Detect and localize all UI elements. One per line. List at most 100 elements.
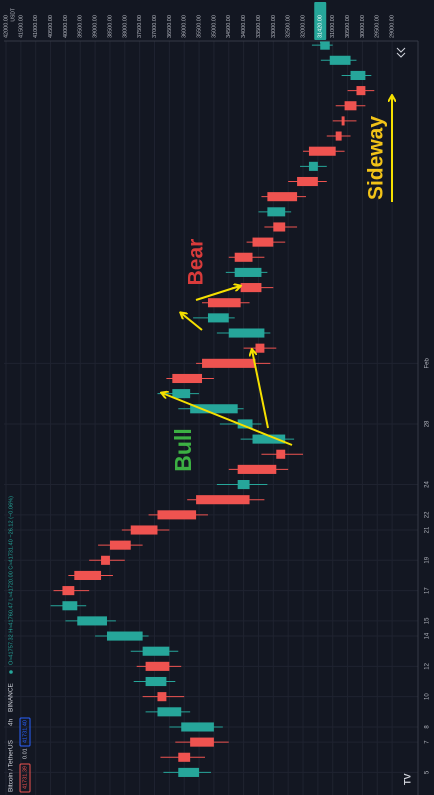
price-tick-label: 36000.00 [182,15,188,38]
last-price-tag [314,2,327,40]
candle-body [237,419,253,429]
candle-body [308,161,318,171]
candle-body [297,176,318,187]
price-tick-label: 38500.00 [107,15,113,38]
time-tick-label: 19 [425,556,431,563]
candle-body [181,722,214,732]
candle-body [341,116,345,126]
candle-body [142,646,170,656]
candle-body [62,586,75,596]
price-tick-label: 41500.00 [18,15,24,38]
price-tick-label: 30000.00 [360,15,366,38]
time-tick-label: Feb [425,358,431,369]
annotation: Sideway [365,116,388,200]
arrow [181,313,203,331]
price-tick-label: 32000.00 [300,15,306,38]
logo: TV [402,773,412,785]
time-tick-label: 22 [425,511,431,518]
candle-body [234,252,253,262]
candle-body [276,449,286,459]
candles: 31420.00 [50,2,375,777]
candle-body [106,631,143,641]
price-tick-label: 31000.00 [330,15,336,38]
candle-body [157,510,197,520]
spread-label: 0.01 [22,748,28,759]
candle-body [356,86,366,96]
candle-body [252,237,274,247]
price-tick-label: 33000.00 [271,15,277,38]
candle-body [240,283,262,293]
candle-body [109,540,131,550]
candle-body [344,101,357,111]
arrow [195,286,240,301]
ask-box [19,717,31,747]
time-tick-label: 15 [425,617,431,624]
price-tick-label: 40500.00 [48,15,54,38]
header: Bitcoin / TetherUS 4h BINANCE O≈41757.32 H≈… [8,496,31,793]
candle-body [190,404,238,414]
annotation: Bull [170,428,196,471]
last-price-label: 31420.00 [318,15,324,38]
price-tick-label: 38000.00 [122,15,128,38]
candle-body [202,358,256,368]
bid-box [19,763,31,793]
price-tick-label: 32500.00 [286,15,292,38]
candle-body [237,480,250,490]
price-tick-label: 39000.00 [93,15,99,38]
price-tick-label: 40000.00 [63,15,69,38]
annotation-arrows [162,96,392,446]
candle-body [267,207,286,217]
candle-body [190,737,214,747]
candle-body [267,192,298,202]
candle-body [252,434,286,444]
interval: 4h [8,718,15,726]
price-tick-label: 35000.00 [211,15,217,38]
candle-body [145,676,167,687]
price-tick-label: 37500.00 [137,15,143,38]
price-tick-label: 29000.00 [390,15,396,38]
time-tick-label: 7 [425,740,431,744]
candle-body [273,222,286,232]
ohlc-legend: O≈41757.32 H≈41760.47 L≈41720.00 C≈41731… [8,496,14,665]
candle-body [77,616,107,626]
price-tick-label: 34000.00 [241,15,247,38]
candle-body [178,752,191,762]
candle-body [207,298,241,308]
price-tick-label: 39500.00 [78,15,84,38]
annotations: Bull Bear Sideway [170,116,387,472]
candle-body [329,55,351,65]
candle-body [62,601,78,611]
price-tick-label: 37000.00 [152,15,158,38]
time-tick-label: 8 [425,725,431,729]
arrow [252,350,269,429]
status-dot [9,670,13,674]
price-tick-label: 36500.00 [167,15,173,38]
candle-body [335,131,342,141]
candle-body [74,570,102,580]
currency-label: USDT [10,8,16,22]
time-tick-label: 21 [425,526,431,533]
time-tick-label: 24 [425,481,431,488]
annotation: Bear [185,239,208,286]
price-tick-label: 34500.00 [226,15,232,38]
ask-label: 41731.40 [22,720,28,743]
candle-body [196,495,250,505]
bid-label: 41731.39 [22,766,28,789]
candle-body [320,40,330,50]
candle-body [145,661,170,671]
candle-body [101,555,110,565]
exchange: BINANCE [8,682,15,712]
time-tick-label: 14 [425,632,431,639]
scroll-icon [396,47,406,58]
candle-body [234,267,262,277]
price-tick-label: 29500.00 [375,15,381,38]
candle-body [350,70,366,80]
price-tick-label: 35500.00 [197,15,203,38]
symbol-title: Bitcoin / TetherUS [8,739,15,792]
time-tick-label: 12 [425,662,431,669]
candle-body [207,313,229,323]
candle-body [228,328,265,338]
